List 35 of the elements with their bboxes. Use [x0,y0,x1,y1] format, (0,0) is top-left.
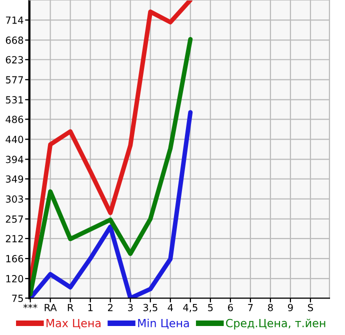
y-tick-label: 349 [6,175,24,183]
y-tick-label: 120 [6,275,24,282]
y-tick-label: 486 [6,116,24,124]
line-series [29,110,193,298]
line-series [29,36,193,296]
legend-label: Min Цена [138,318,189,329]
x-tick-label: 6 [228,304,233,312]
x-tick-label: 8 [268,304,273,312]
x-tick-label: 3,5 [143,304,158,312]
x-tick-label: 9 [288,304,293,312]
x-tick-label: *** [23,304,38,308]
x-tick-label: RA [44,304,57,312]
y-tick-label: 394 [6,156,24,164]
x-tick-label: 1 [88,304,93,312]
x-tick-label: 7 [248,304,253,312]
x-tick-label: 2 [108,304,112,312]
x-tick-label: 3 [128,304,133,312]
y-tick-label: 166 [6,255,24,262]
x-tick-label: 4 [168,304,173,312]
y-tick-label: 623 [6,56,23,64]
y-tick-label: 257 [6,215,23,223]
y-tick-label: 212 [6,235,23,242]
y-tick-label: 714 [6,16,24,24]
y-tick-label: 303 [6,195,23,203]
y-tick-label: 668 [6,36,24,44]
y-tick-label: 577 [6,76,23,84]
x-tick-label: 4,5 [183,304,198,312]
legend-label: Сред.Цена, т.йен [226,318,326,330]
y-tick-label: 531 [6,96,23,104]
y-tick-label: 75 [12,294,23,302]
x-tick-label: R [68,304,74,312]
x-tick-label: S [308,304,314,312]
y-tick-label: 440 [6,136,24,144]
legend-label: Max Цена [46,319,101,329]
x-tick-label: 5 [208,304,213,312]
